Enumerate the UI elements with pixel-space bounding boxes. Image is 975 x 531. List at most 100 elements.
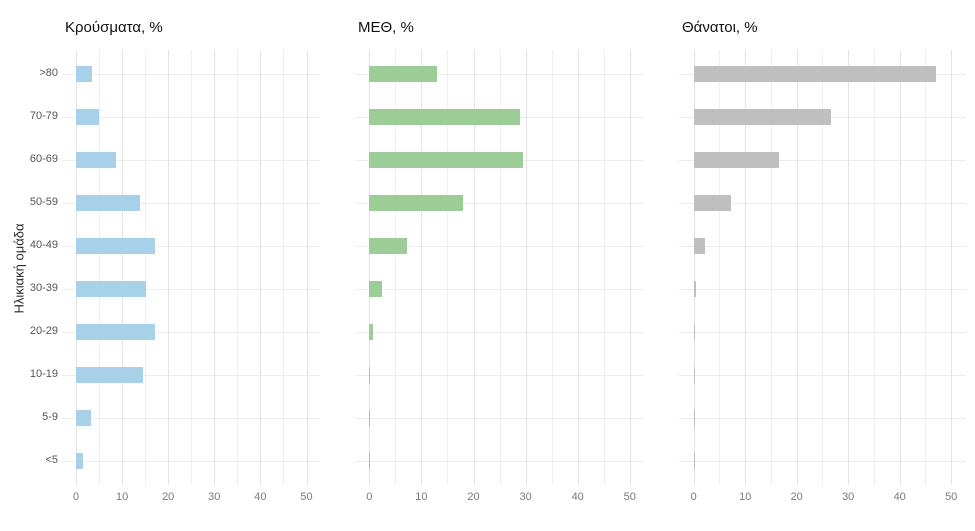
- gridline-vertical: [822, 50, 824, 485]
- gridline-vertical: [76, 50, 77, 485]
- x-tick-label: 30: [519, 491, 532, 503]
- x-tick-label: 20: [790, 491, 803, 503]
- x-tick-label: 20: [467, 491, 480, 503]
- gridline-horizontal: [62, 74, 320, 75]
- gridline-vertical: [629, 50, 631, 485]
- x-tick-label: 50: [300, 491, 313, 503]
- gridline-vertical: [421, 50, 423, 485]
- bar->80: [76, 66, 93, 82]
- gridline-vertical: [395, 50, 397, 485]
- gridline-vertical: [925, 50, 927, 485]
- gridline-vertical: [168, 50, 170, 485]
- y-tick-label: 10-19: [29, 368, 58, 380]
- bar-5-9: [369, 410, 371, 426]
- gridline-vertical: [873, 50, 875, 485]
- x-tick-label: 0: [690, 491, 697, 503]
- gridline-horizontal: [355, 332, 644, 333]
- x-tick-label: 50: [945, 491, 958, 503]
- gridline-vertical: [145, 50, 147, 485]
- bar-<5: [693, 453, 695, 469]
- x-tick-label: 10: [739, 491, 752, 503]
- gridline-vertical: [577, 50, 579, 485]
- bar-10-19: [76, 367, 144, 383]
- bar-10-19: [693, 367, 695, 383]
- x-tick-label: 0: [72, 491, 80, 503]
- y-tick-label: 60-69: [29, 153, 58, 165]
- y-tick-label: 70-79: [29, 110, 58, 122]
- x-tick-label: 50: [623, 491, 636, 503]
- bar-<5: [76, 453, 84, 469]
- gridline-vertical: [603, 50, 605, 485]
- gridline-horizontal: [355, 246, 644, 247]
- bar-20-29: [76, 324, 156, 340]
- bar-10-19: [369, 367, 371, 383]
- gridline-vertical: [99, 50, 101, 485]
- gridline-vertical: [191, 50, 193, 485]
- gridline-horizontal: [62, 289, 320, 290]
- gridline-horizontal: [62, 418, 320, 419]
- gridline-horizontal: [355, 289, 644, 290]
- gridline-horizontal: [355, 375, 644, 376]
- gridline-vertical: [848, 50, 850, 485]
- x-tick-label: 30: [208, 491, 221, 503]
- y-tick-label: 50-59: [29, 196, 58, 208]
- gridline-horizontal: [355, 74, 644, 75]
- panel-deaths-plot-area: [679, 50, 966, 485]
- gridline-vertical: [899, 50, 901, 485]
- gridline-vertical: [283, 50, 285, 485]
- bar-20-29: [369, 324, 374, 340]
- y-tick-label: <5: [45, 454, 58, 466]
- gridline-vertical: [369, 50, 371, 485]
- x-tick-label: 20: [162, 491, 175, 503]
- bar-50-59: [76, 195, 141, 211]
- bar-40-49: [693, 238, 706, 254]
- gridline-vertical: [473, 50, 475, 485]
- panel-deaths-title: Θάνατοι, %: [682, 19, 758, 36]
- gridline-vertical: [214, 50, 216, 485]
- gridline-vertical: [796, 50, 798, 485]
- bar-50-59: [693, 195, 732, 211]
- y-tick-label: 5-9: [42, 411, 58, 423]
- bar-30-39: [693, 281, 697, 297]
- gridline-vertical: [122, 50, 124, 485]
- bar-60-69: [693, 152, 779, 168]
- bar-20-29: [693, 324, 695, 340]
- gridline-vertical: [499, 50, 501, 485]
- gridline-horizontal: [62, 332, 320, 333]
- bar-60-69: [369, 152, 523, 168]
- gridline-horizontal: [62, 160, 320, 161]
- gridline-horizontal: [62, 203, 320, 204]
- gridline-horizontal: [62, 246, 320, 247]
- x-tick-label: 10: [415, 491, 428, 503]
- y-tick-label: >80: [39, 67, 58, 79]
- gridline-horizontal: [62, 117, 320, 118]
- gridline-vertical: [306, 50, 308, 485]
- bar-70-79: [76, 109, 100, 125]
- gridline-vertical: [525, 50, 527, 485]
- panel-cases-title: Κρούσματα, %: [65, 19, 163, 36]
- panel-icu-plot-area: [355, 50, 644, 485]
- bar->80: [369, 66, 438, 82]
- x-tick-label: 0: [366, 491, 373, 503]
- bar-5-9: [76, 410, 92, 426]
- panel-cases-plot-area: [62, 50, 320, 485]
- gridline-vertical: [745, 50, 747, 485]
- y-tick-label: 30-39: [29, 282, 58, 294]
- panel-icu-title: ΜΕΘ, %: [358, 19, 414, 36]
- gridline-vertical: [551, 50, 553, 485]
- bar-70-79: [369, 109, 520, 125]
- gridline-vertical: [770, 50, 772, 485]
- y-tick-label: 40-49: [29, 239, 58, 251]
- x-tick-label: 40: [254, 491, 267, 503]
- bar-50-59: [369, 195, 464, 211]
- y-tick-label: 20-29: [29, 325, 58, 337]
- gridline-vertical: [951, 50, 953, 485]
- gridline-horizontal: [62, 461, 320, 462]
- gridline-horizontal: [62, 375, 320, 376]
- bar-30-39: [369, 281, 382, 297]
- bar-60-69: [76, 152, 117, 168]
- gridline-horizontal: [355, 461, 644, 462]
- bar-<5: [369, 453, 371, 469]
- gridline-vertical: [693, 50, 695, 485]
